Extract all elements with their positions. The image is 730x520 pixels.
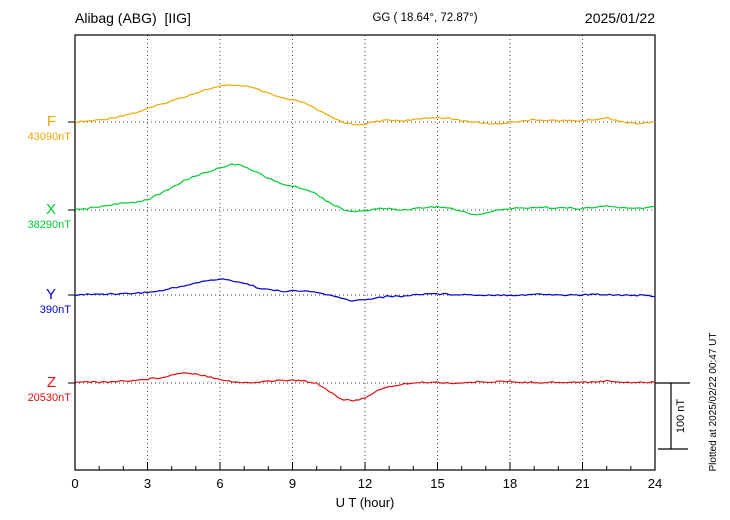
trace-F [74,84,656,126]
x-tick-label: 18 [503,476,517,491]
component-label-X: X [46,201,56,218]
x-tick-label: 6 [216,476,223,491]
date-label: 2025/01/22 [585,10,655,26]
x-tick-label: 21 [575,476,589,491]
trace-Y [74,278,656,302]
baseline-value-F: 43090nT [28,131,72,143]
baseline-value-X: 38290nT [28,219,72,231]
station-title: Alibag (ABG) [IIG] [75,10,191,26]
trace-Z [74,372,656,402]
scale-bar-label: 100 nT [675,399,687,434]
component-label-F: F [47,113,56,130]
coordinates-label: GG ( 18.64°, 72.87°) [372,12,477,24]
x-tick-label: 3 [144,476,151,491]
x-tick-label: 15 [430,476,444,491]
baseline-value-Y: 390nT [40,304,71,316]
component-label-Y: Y [46,286,56,303]
component-label-Z: Z [47,374,56,391]
trace-X [74,163,656,216]
x-tick-label: 0 [71,476,78,491]
x-tick-label: 24 [648,476,662,491]
x-axis-title: U T (hour) [336,495,395,510]
plot-frame [74,34,656,471]
baseline-value-Z: 20530nT [28,392,72,404]
x-tick-label: 9 [289,476,296,491]
plotted-at-note: Plotted at 2025/02/22 00:47 UT [708,333,719,472]
x-tick-label: 12 [358,476,372,491]
